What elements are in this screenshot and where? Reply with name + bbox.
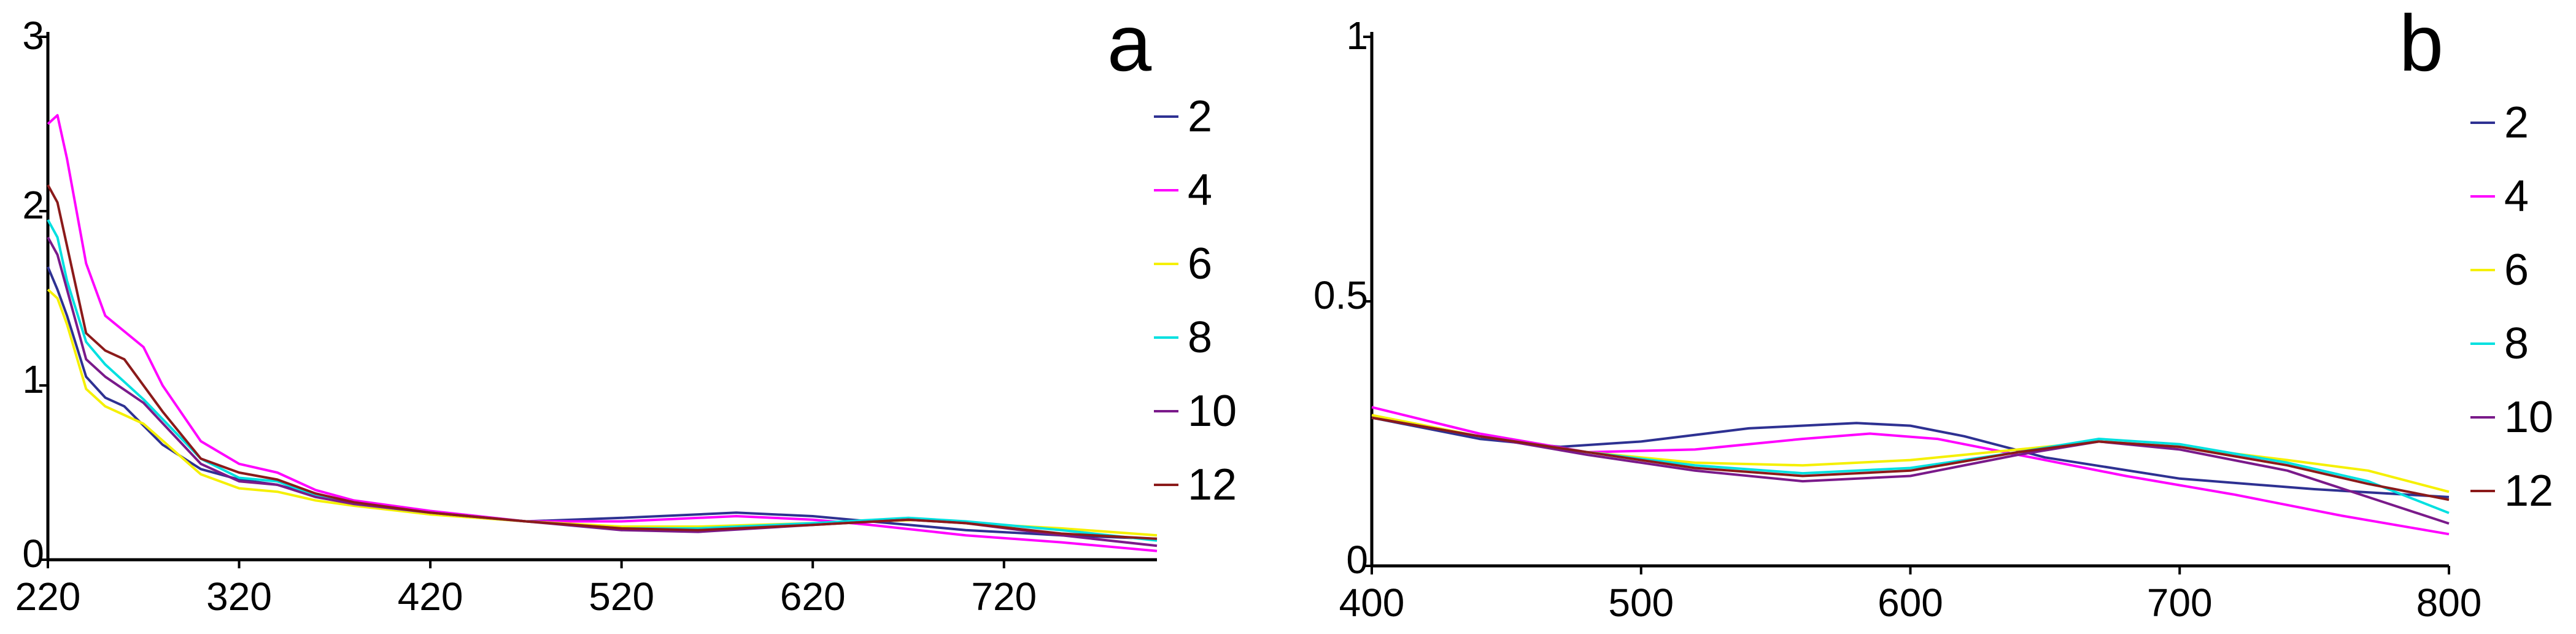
legend-label: 4 bbox=[1188, 166, 1212, 215]
x-tick-label: 700 bbox=[2147, 581, 2213, 625]
x-tick-label: 500 bbox=[1608, 581, 1674, 625]
x-tick-label: 320 bbox=[206, 574, 272, 619]
legend-label: 2 bbox=[1188, 92, 1212, 141]
series-line-12 bbox=[47, 184, 1158, 540]
legend-label: 6 bbox=[2504, 245, 2529, 295]
y-tick-label: 3 bbox=[22, 14, 44, 58]
x-tick-label: 420 bbox=[398, 574, 463, 619]
series-line-2 bbox=[1371, 416, 2450, 498]
series-line-8 bbox=[47, 219, 1158, 542]
chart-panel-b: 0 0.5 1 400 500 600 700 800 b 2 4 6 8 10 12 bbox=[1313, 0, 2553, 625]
y-tick-label: 1 bbox=[1346, 14, 1368, 58]
y-tick-label: 0 bbox=[22, 532, 44, 576]
legend-label: 10 bbox=[1188, 387, 1237, 436]
legend-label: 10 bbox=[2504, 393, 2553, 442]
x-tick-label: 520 bbox=[589, 574, 654, 619]
legend-label: 12 bbox=[1188, 460, 1237, 509]
legend-label: 12 bbox=[2504, 466, 2553, 516]
series-line-2 bbox=[47, 266, 1158, 540]
legend-label: 8 bbox=[2504, 319, 2529, 368]
x-tick-label: 400 bbox=[1339, 581, 1405, 625]
series-line-10 bbox=[47, 236, 1158, 547]
legend-label: 6 bbox=[1188, 239, 1212, 288]
series-line-10 bbox=[1371, 416, 2450, 525]
series-line-12 bbox=[1371, 416, 2450, 501]
y-tick-label: 0 bbox=[1346, 538, 1368, 582]
panel-label: a bbox=[1107, 0, 1152, 88]
legend-label: 8 bbox=[1188, 313, 1212, 362]
y-tick-label: 0.5 bbox=[1313, 273, 1368, 317]
x-tick-label: 720 bbox=[971, 574, 1037, 619]
x-tick-label: 220 bbox=[15, 574, 81, 619]
series-line-4 bbox=[47, 114, 1158, 552]
series-line-6 bbox=[47, 288, 1158, 537]
panel-label: b bbox=[2399, 0, 2443, 88]
x-tick-label: 800 bbox=[2416, 581, 2482, 625]
y-tick-label: 1 bbox=[22, 357, 44, 401]
x-tick-label: 600 bbox=[1878, 581, 1943, 625]
y-tick-label: 2 bbox=[22, 183, 44, 227]
legend-label: 2 bbox=[2504, 98, 2529, 147]
x-tick-label: 620 bbox=[780, 574, 846, 619]
legend-label: 4 bbox=[2504, 172, 2529, 221]
